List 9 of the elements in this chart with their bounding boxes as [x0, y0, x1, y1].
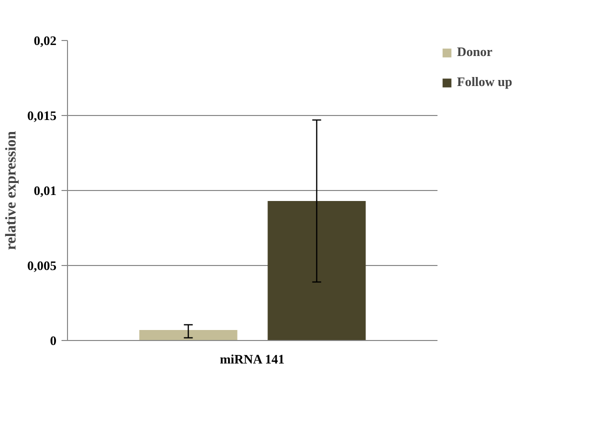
y-tick-label: 0: [50, 333, 56, 348]
y-tick-label: 0,015: [27, 108, 57, 123]
y-axis-title: relative expression: [3, 130, 20, 250]
x-tick-label: miRNA 141: [220, 352, 284, 366]
y-tick-label: 0,005: [27, 258, 57, 273]
y-tick-label: 0,02: [34, 33, 56, 48]
legend-label: Donor: [457, 44, 492, 60]
y-tick-label: 0,01: [34, 183, 56, 198]
legend-label: Follow up: [457, 74, 512, 90]
